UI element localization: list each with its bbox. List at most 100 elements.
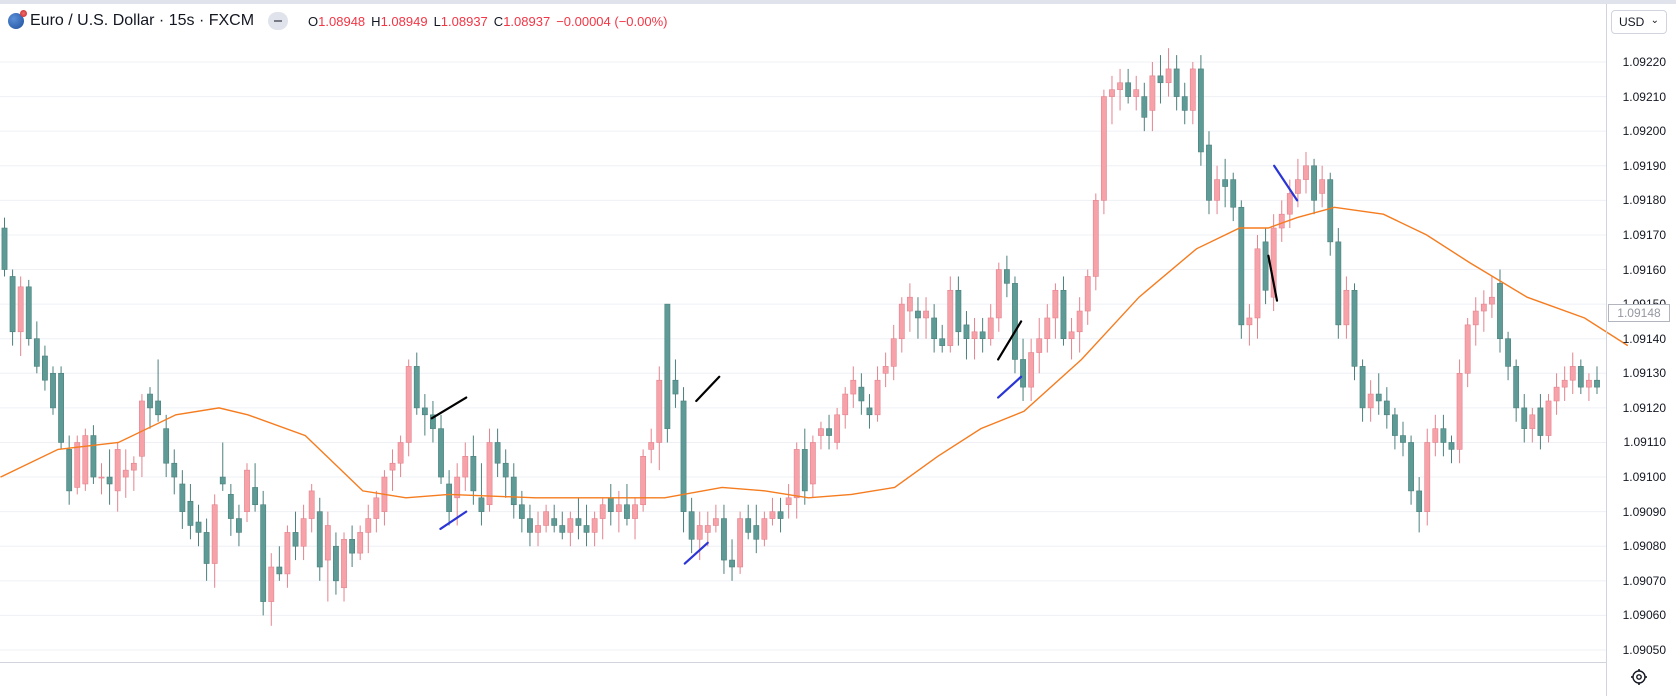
candle-body	[1472, 310, 1479, 326]
candle	[995, 262, 1002, 332]
candle	[632, 497, 638, 540]
candle-body	[898, 303, 905, 340]
candle	[227, 483, 234, 536]
candle	[421, 394, 428, 436]
candle	[1092, 193, 1099, 291]
candle-body	[510, 476, 517, 506]
candle	[147, 387, 153, 429]
candle-body	[365, 518, 372, 533]
candle	[890, 324, 897, 381]
candle	[66, 435, 73, 505]
candle	[373, 490, 380, 533]
candle	[308, 483, 315, 533]
candle	[1084, 269, 1091, 325]
grid	[0, 61, 1606, 651]
candle	[729, 539, 735, 581]
current-price-tag: 1.09148	[1608, 304, 1670, 322]
symbol-title[interactable]: Euro / U.S. Dollar · 15s · FXCM	[30, 12, 255, 29]
candle-body	[413, 366, 420, 409]
blue-trend-line[interactable]	[683, 541, 709, 565]
price-tick-label: 1.09140	[1622, 331, 1666, 346]
candle-body	[995, 269, 1002, 319]
candle-body	[1343, 289, 1350, 326]
candle-body	[430, 414, 436, 429]
candle-body	[1367, 393, 1374, 409]
candle-body	[624, 504, 630, 519]
price-tick-label: 1.09130	[1622, 366, 1666, 381]
candle	[1125, 68, 1132, 104]
legend-toggle-icon[interactable]	[268, 12, 289, 30]
candle	[915, 297, 921, 339]
candle-body	[1222, 179, 1229, 187]
candle	[98, 463, 105, 495]
candle	[987, 304, 994, 346]
candle	[1594, 366, 1600, 395]
candle-body	[1383, 400, 1390, 416]
candle-body	[777, 511, 784, 519]
candle	[1003, 255, 1010, 298]
candle	[1343, 276, 1350, 339]
candle	[397, 435, 404, 478]
candle	[1513, 359, 1520, 422]
candle	[349, 525, 356, 567]
price-tick-label: 1.09090	[1622, 504, 1666, 519]
candle	[1262, 228, 1269, 305]
candle-body	[1408, 442, 1414, 492]
candle-body	[1529, 414, 1536, 429]
axes	[0, 4, 1607, 696]
candle-body	[1545, 400, 1552, 436]
candle	[809, 435, 816, 498]
candle-body	[1214, 179, 1220, 201]
candle	[1012, 276, 1018, 374]
ohlc-high: H1.08949	[371, 13, 428, 29]
moving-average-line	[0, 206, 1629, 499]
black-trend-line[interactable]	[997, 320, 1023, 361]
candle-body	[9, 276, 16, 333]
candle-body	[260, 504, 267, 602]
candle	[607, 483, 614, 526]
candle-body	[1586, 379, 1592, 388]
symbol-legend[interactable]: Euro / U.S. Dollar · 15s · FXCM O1.08948…	[8, 10, 668, 32]
candle	[438, 414, 444, 484]
black-trend-line[interactable]	[430, 396, 468, 420]
candle-body	[1448, 442, 1455, 450]
settings-gear-icon[interactable]	[1630, 668, 1648, 686]
price-tick-label: 1.09060	[1622, 608, 1666, 623]
blue-trend-line[interactable]	[439, 510, 468, 531]
candle-body	[721, 518, 727, 561]
candle	[1335, 228, 1342, 339]
candle	[268, 553, 275, 626]
candle-body	[931, 317, 938, 340]
candle-body	[939, 338, 946, 346]
candle-body	[1335, 241, 1342, 326]
candle	[1311, 158, 1317, 215]
candle	[648, 428, 655, 464]
candle-body	[527, 518, 533, 533]
candle-body	[656, 379, 663, 443]
blue-trend-line[interactable]	[997, 375, 1023, 399]
drawing-lines[interactable]	[430, 164, 1299, 565]
candle-body	[793, 449, 800, 499]
candle	[1303, 151, 1309, 194]
candle-body	[599, 504, 606, 519]
candle	[446, 470, 453, 526]
candle-body	[470, 456, 477, 492]
candle	[939, 324, 946, 353]
candle	[583, 504, 590, 547]
candle	[1545, 394, 1552, 443]
candle	[139, 394, 145, 478]
candle-body	[389, 462, 396, 471]
candle-body	[882, 366, 889, 374]
candle	[114, 442, 121, 512]
candle	[462, 442, 469, 491]
candle-body	[155, 400, 161, 416]
candle	[122, 449, 129, 498]
candle	[527, 504, 533, 547]
black-trend-line[interactable]	[1267, 254, 1279, 302]
candle-body	[1254, 248, 1261, 319]
candle	[591, 511, 598, 547]
currency-button[interactable]: USD ⌄	[1611, 10, 1667, 34]
black-trend-line[interactable]	[695, 375, 721, 403]
blue-trend-line[interactable]	[1273, 164, 1299, 202]
